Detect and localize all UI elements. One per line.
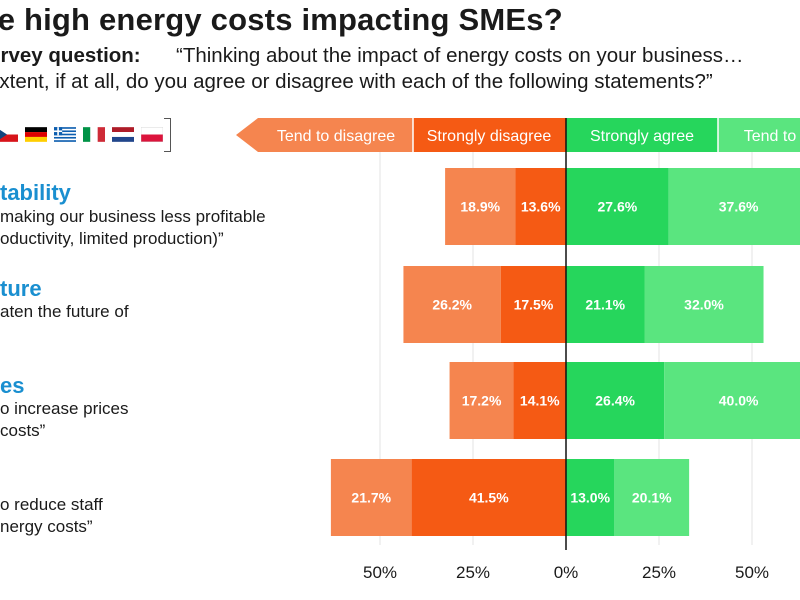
- bar-strongly-agree-3: [566, 362, 665, 439]
- x-tick-label-2: 0%: [554, 563, 579, 582]
- country-flags: [0, 121, 170, 149]
- bar-strongly-disagree-2: [500, 266, 566, 343]
- survey-question-label: urvey question:: [0, 44, 141, 67]
- legend-swatch-tend-to-agree: [718, 118, 800, 152]
- statement-3-line-2: costs”: [0, 421, 46, 440]
- data-label-strongly-disagree-1: 13.6%: [521, 199, 561, 215]
- statement-3-line-1: o increase prices: [0, 399, 129, 418]
- data-label-tend-to-disagree-1: 18.9%: [460, 199, 500, 215]
- flags-bracket: [164, 118, 171, 152]
- x-tick-label-3: 25%: [642, 563, 676, 582]
- germany-flag-icon: [25, 127, 47, 142]
- survey-question-text-1: “Thinking about the impact of energy cos…: [176, 44, 744, 67]
- czech-flag-icon: [0, 127, 18, 142]
- data-label-tend-to-disagree-2: 26.2%: [432, 297, 472, 313]
- bar-tend-to-agree-4: [614, 459, 690, 536]
- x-tick-label-4: 50%: [735, 563, 769, 582]
- statement-1-line-1: making our business less profitable: [0, 207, 266, 226]
- bar-strongly-agree-1: [566, 168, 669, 245]
- data-label-tend-to-agree-4: 20.1%: [632, 490, 672, 506]
- bar-strongly-agree-2: [566, 266, 645, 343]
- data-label-strongly-disagree-2: 17.5%: [514, 297, 554, 313]
- data-label-strongly-agree-4: 13.0%: [570, 490, 610, 506]
- poland-flag-icon: [141, 127, 163, 142]
- greece-flag-icon: [54, 127, 76, 142]
- bar-strongly-disagree-3: [513, 362, 566, 439]
- data-label-strongly-disagree-3: 14.1%: [520, 393, 560, 409]
- legend-label-3: Tend to: [744, 128, 797, 145]
- bar-strongly-agree-4: [566, 459, 615, 536]
- legend-left-arrow-icon: [236, 118, 258, 152]
- bar-tend-to-disagree-1: [445, 168, 516, 245]
- statement-1-title: tability: [0, 180, 71, 205]
- data-label-tend-to-agree-3: 40.0%: [719, 393, 759, 409]
- data-label-strongly-agree-1: 27.6%: [597, 199, 637, 215]
- bar-strongly-disagree-4: [411, 459, 566, 536]
- legend-label-1: Strongly disagree: [427, 128, 552, 145]
- bar-tend-to-agree-2: [644, 266, 764, 343]
- data-label-tend-to-disagree-3: 17.2%: [462, 393, 502, 409]
- data-label-strongly-disagree-4: 41.5%: [469, 490, 509, 506]
- statement-4-line-1: o reduce staff: [0, 495, 103, 514]
- legend-label-2: Strongly agree: [590, 128, 694, 145]
- statement-1-line-2: oductivity, limited production)”: [0, 229, 224, 248]
- legend-swatch-tend-to-disagree: [258, 118, 413, 152]
- bar-tend-to-agree-1: [668, 168, 800, 245]
- legend-swatch-strongly-agree: [566, 118, 718, 152]
- statement-2-title: ture: [0, 276, 42, 301]
- data-label-tend-to-agree-1: 37.6%: [719, 199, 759, 215]
- data-label-tend-to-agree-2: 32.0%: [684, 297, 724, 313]
- statement-2-line-1: aten the future of: [0, 302, 129, 321]
- legend-label-0: Tend to disagree: [277, 128, 395, 145]
- statement-3-title: es: [0, 373, 25, 398]
- netherlands-flag-icon: [112, 127, 134, 142]
- bar-tend-to-disagree-2: [403, 266, 501, 343]
- bar-strongly-disagree-1: [515, 168, 566, 245]
- x-tick-label-1: 25%: [456, 563, 490, 582]
- statement-4-line-2: nergy costs”: [0, 517, 93, 536]
- bar-tend-to-agree-3: [664, 362, 800, 439]
- legend-swatch-strongly-disagree: [413, 118, 566, 152]
- data-label-strongly-agree-2: 21.1%: [585, 297, 625, 313]
- x-tick-label-0: 50%: [363, 563, 397, 582]
- data-label-strongly-agree-3: 26.4%: [595, 393, 635, 409]
- bar-tend-to-disagree-3: [449, 362, 514, 439]
- italy-flag-icon: [83, 127, 105, 142]
- bar-tend-to-disagree-4: [330, 459, 412, 536]
- survey-question-text-2: extent, if at all, do you agree or disag…: [0, 70, 713, 93]
- data-label-tend-to-disagree-4: 21.7%: [351, 490, 391, 506]
